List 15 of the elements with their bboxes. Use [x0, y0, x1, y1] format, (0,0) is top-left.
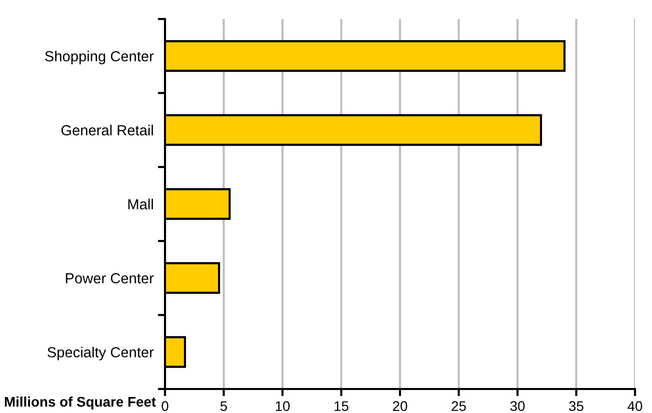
y-tick-label: General Retail [61, 124, 153, 136]
x-tick-label: 10 [276, 401, 290, 412]
x-tick-label: 25 [452, 401, 466, 412]
x-tick-label: 15 [334, 401, 348, 412]
y-tick-label: Mall [128, 198, 153, 210]
x-tick-label: 20 [392, 401, 408, 412]
y-tick-label: Power Center [66, 273, 154, 284]
x-tick-label: 35 [569, 401, 584, 412]
x-tick-label: 30 [510, 401, 525, 412]
x-tick-label: 40 [628, 401, 642, 412]
y-tick-label: Shopping Center [45, 50, 154, 64]
x-tick-label: 5 [220, 401, 228, 412]
x-tick-label: 0 [162, 401, 168, 412]
x-axis-title: Millions of Square Feet [4, 396, 156, 410]
y-tick-label: Specialty Center [48, 346, 154, 360]
